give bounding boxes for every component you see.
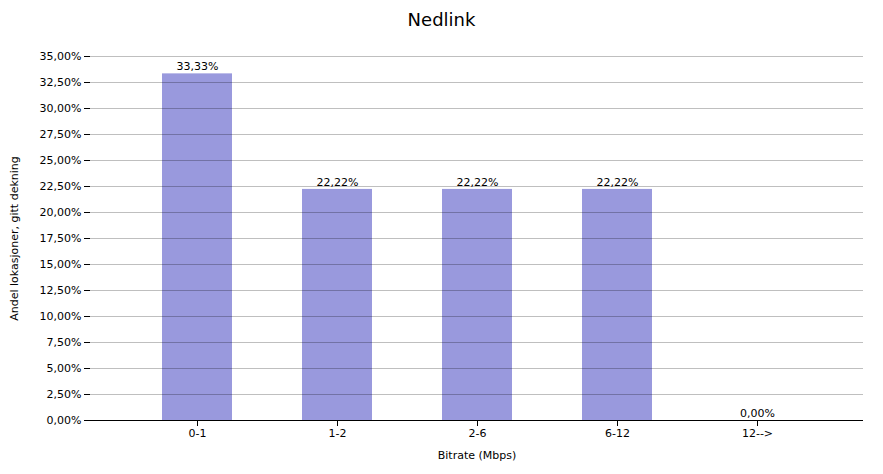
svg-text:22,22%: 22,22% [457,176,499,189]
svg-text:0,00%: 0,00% [740,407,775,420]
html-text:Nedlink: Nedlink [407,9,476,30]
svg-text:22,50%: 22,50% [40,180,82,193]
svg-text:30,00%: 30,00% [40,102,82,115]
svg-text:1-2: 1-2 [329,427,347,440]
svg-text:7,50%: 7,50% [47,336,82,349]
svg-text:22,22%: 22,22% [597,176,639,189]
svg-text:12-->: 12--> [742,427,773,440]
svg-text:5,00%: 5,00% [47,362,82,375]
svg-text:12,50%: 12,50% [40,284,82,297]
svg-text:25,00%: 25,00% [40,154,82,167]
svg-text:0-1: 0-1 [189,427,207,440]
svg-text:22,22%: 22,22% [317,176,359,189]
svg-text:2-6: 2-6 [469,427,487,440]
svg-text:17,50%: 17,50% [40,232,82,245]
svg-text:10,00%: 10,00% [40,310,82,323]
svg-text:20,00%: 20,00% [40,206,82,219]
svg-text:Andel lokasjoner, gitt dekning: Andel lokasjoner, gitt dekning [8,156,21,321]
svg-text:32,50%: 32,50% [40,76,82,89]
svg-text:Bitrate (Mbps): Bitrate (Mbps) [438,449,517,462]
svg-text:33,33%: 33,33% [177,60,219,73]
svg-text:35,00%: 35,00% [40,50,82,63]
svg-text:0,00%: 0,00% [47,414,82,427]
svg-text:15,00%: 15,00% [40,258,82,271]
svg-text:6-12: 6-12 [605,427,630,440]
svg-text:27,50%: 27,50% [40,128,82,141]
svg-text:2,50%: 2,50% [47,388,82,401]
